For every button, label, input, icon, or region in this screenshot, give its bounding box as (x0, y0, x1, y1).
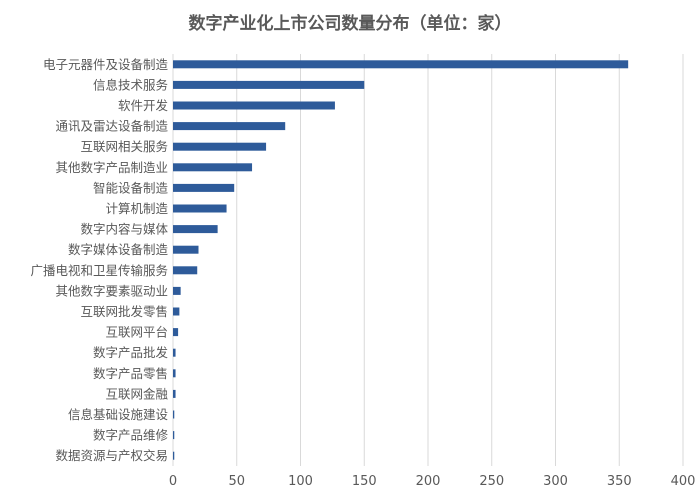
bar-13 (173, 307, 180, 316)
category-label: 互联网金融 (105, 386, 168, 401)
bar-12 (173, 286, 181, 295)
category-label: 数字产品零售 (93, 366, 168, 381)
bar-20 (173, 451, 175, 460)
chart-title: 数字产业化上市公司数量分布（单位：家） (189, 13, 512, 34)
category-label: 智能设备制造 (93, 180, 169, 195)
category-label: 广播电视和卫星传输服务 (30, 263, 168, 278)
bar-9 (173, 225, 218, 234)
bar-6 (173, 163, 253, 172)
x-tick-label: 250 (479, 474, 504, 489)
x-tick-label: 400 (671, 474, 696, 489)
bar-18 (173, 410, 175, 419)
bar-17 (173, 389, 176, 398)
bar-2 (173, 80, 365, 89)
bar-16 (173, 369, 176, 378)
category-label: 其他数字要素驱动业 (55, 283, 168, 298)
bar-3 (173, 101, 335, 110)
category-label: 互联网批发零售 (80, 304, 168, 319)
x-tick-label: 100 (288, 474, 313, 489)
x-tick-label: 200 (416, 474, 441, 489)
category-label: 互联网平台 (105, 325, 168, 340)
bar-1 (173, 60, 629, 69)
category-label: 其他数字产品制造业 (55, 160, 168, 175)
x-tick-label: 50 (228, 474, 245, 489)
category-label: 数字产品批发 (93, 345, 169, 360)
bar-5 (173, 142, 267, 151)
bar-4 (173, 122, 286, 131)
category-labels: 电子元器件及设备制造信息技术服务软件开发通讯及雷达设备制造互联网相关服务其他数字… (30, 57, 168, 463)
category-label: 信息基础设施建设 (68, 407, 169, 422)
category-label: 数据资源与产权交易 (55, 448, 168, 463)
category-label: 计算机制造 (105, 201, 168, 216)
bar-7 (173, 183, 235, 192)
gridlines (172, 54, 684, 466)
category-label: 数字内容与媒体 (80, 222, 168, 237)
category-label: 数字媒体设备制造 (68, 242, 169, 257)
bar-15 (173, 348, 176, 357)
x-tick-labels: 0 50 100 150 200 250 300 350 400 (169, 474, 696, 489)
x-tick-label: 350 (607, 474, 632, 489)
bar-8 (173, 204, 227, 213)
x-tick-label: 150 (352, 474, 377, 489)
bars (173, 60, 629, 460)
bar-10 (173, 245, 199, 254)
category-label: 信息技术服务 (93, 77, 168, 92)
bar-19 (173, 431, 175, 440)
category-label: 通讯及雷达设备制造 (55, 119, 168, 134)
category-label: 互联网相关服务 (80, 139, 168, 154)
x-tick-label: 300 (543, 474, 568, 489)
bar-11 (173, 266, 198, 275)
category-label: 软件开发 (118, 98, 169, 113)
x-tick-label: 0 (169, 474, 177, 489)
category-label: 电子元器件及设备制造 (43, 57, 169, 72)
bar-14 (173, 328, 179, 337)
category-label: 数字产品维修 (93, 428, 169, 443)
